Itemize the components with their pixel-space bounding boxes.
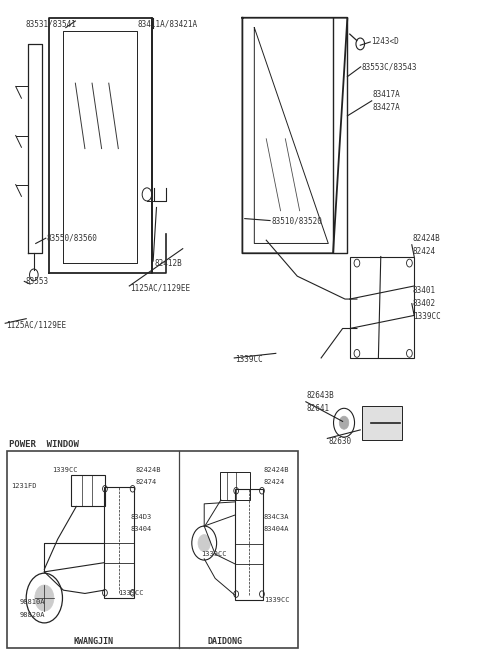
Text: 83404A: 83404A	[264, 526, 289, 532]
Text: 83411A/83421A: 83411A/83421A	[137, 20, 198, 29]
Text: 82474: 82474	[136, 479, 157, 486]
Circle shape	[35, 585, 54, 611]
Text: KWANGJIN: KWANGJIN	[73, 637, 113, 646]
Bar	[71, 475, 105, 507]
Text: 1243<D: 1243<D	[371, 37, 399, 47]
Text: 83553C/83543: 83553C/83543	[362, 62, 417, 72]
Bar	[104, 487, 133, 598]
Text: DAIDONG: DAIDONG	[207, 637, 242, 646]
Text: 83427A: 83427A	[372, 103, 400, 112]
Text: 82641: 82641	[307, 404, 330, 413]
Text: 82424B: 82424B	[413, 234, 441, 242]
Text: POWER  WINDOW: POWER WINDOW	[9, 440, 78, 449]
Text: 83401: 83401	[413, 286, 436, 295]
Bar	[220, 472, 250, 500]
Text: 83510/83520: 83510/83520	[271, 216, 322, 225]
Text: 1231FD: 1231FD	[11, 482, 36, 489]
Text: 82424: 82424	[413, 247, 436, 256]
Text: 1339CC: 1339CC	[118, 591, 144, 597]
Text: 82424B: 82424B	[136, 468, 161, 474]
Text: 83531/83541: 83531/83541	[25, 20, 76, 29]
Text: 83417A: 83417A	[372, 90, 400, 99]
Bar	[350, 256, 414, 358]
Text: 1125AC/1129EE: 1125AC/1129EE	[6, 321, 66, 330]
Text: 83550/83560: 83550/83560	[47, 234, 97, 242]
Text: 1339CC: 1339CC	[264, 597, 289, 603]
Text: 82424B: 82424B	[264, 468, 289, 474]
Circle shape	[198, 535, 210, 552]
Text: 1339CC: 1339CC	[235, 355, 263, 365]
Circle shape	[339, 416, 349, 429]
Text: 83404: 83404	[130, 526, 152, 532]
Text: 98820A: 98820A	[20, 612, 45, 618]
Text: 1125AC/1129EE: 1125AC/1129EE	[130, 283, 191, 292]
Text: 83402: 83402	[413, 299, 436, 308]
Text: 834D3: 834D3	[130, 514, 152, 520]
Bar	[235, 489, 263, 600]
Bar	[7, 451, 298, 648]
Text: 82630: 82630	[328, 436, 351, 445]
Text: 82412B: 82412B	[154, 259, 182, 267]
Text: 82643B: 82643B	[307, 391, 335, 399]
Text: 98810A: 98810A	[20, 599, 45, 605]
Text: 834C3A: 834C3A	[264, 514, 289, 520]
Text: 83553: 83553	[25, 277, 48, 286]
Bar	[362, 406, 402, 440]
Text: 1339CC: 1339CC	[201, 551, 227, 557]
Text: 1339CC: 1339CC	[413, 312, 441, 321]
Text: 82424: 82424	[264, 479, 285, 486]
Text: 1339CC: 1339CC	[52, 468, 78, 474]
